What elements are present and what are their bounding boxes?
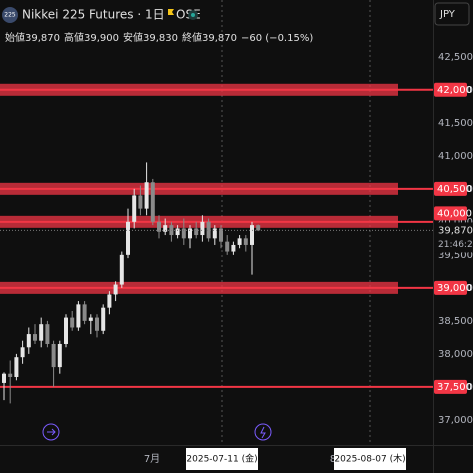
legend-value: 39,830 [143,33,178,44]
candle-body [200,221,205,236]
header: 225 Nikkei 225 Futures · 1日 · OSE [2,7,201,23]
candle-body [144,182,149,209]
candle-body [2,373,6,383]
date-marker-box [334,448,406,470]
event-icon[interactable] [42,423,60,441]
level-label: 42,000 [437,85,472,96]
candle-body [243,238,248,245]
candle-body [250,225,254,245]
last-price-label: 39,870 [438,225,473,236]
legend-label: 高値 [64,31,84,44]
legend-label: 始値 [5,31,25,44]
symbol-icon [2,7,18,23]
countdown: 21:46:26 [438,240,473,250]
level-label-box [434,206,467,221]
candle-body [26,334,31,348]
y-tick-label: 39,500 [438,250,473,261]
y-tick-label: 38,000 [438,349,473,360]
y-tick-label: 41,000 [438,151,473,162]
candle-body [8,373,13,377]
level-label-box [434,280,467,295]
candle-body [188,228,192,239]
candle-body [212,228,217,239]
candle-body [64,317,68,344]
level-label: 37,500 [437,382,472,393]
candle-body [76,304,81,328]
candle-body [88,317,93,321]
date-marker-box [186,448,258,470]
legend-value: 39,870 [202,33,237,44]
candle-body [150,182,155,222]
candle-body [113,284,118,295]
candle-body [119,254,124,285]
level-label-box [434,82,467,97]
candle-body [225,241,230,252]
candle-body [219,228,223,242]
event-icon-glyph [260,426,266,439]
candle-body [138,195,143,209]
legend-label: 安値 [123,31,143,44]
y-tick-label: 38,500 [438,316,473,327]
x-tick-label: 7月 [144,453,160,465]
candle-body [101,307,106,331]
y-tick-label: 37,000 [438,415,473,426]
candle-body [57,343,62,368]
candle-body [70,317,75,328]
level-label-box [434,379,467,394]
legend-label: 終値 [182,31,202,44]
event-icon-glyph [47,428,56,436]
candle-body [14,357,19,377]
flag-icon [168,9,174,15]
level-label: 40,500 [437,184,472,195]
legend-value: −60 (−0.15%) [241,33,313,44]
candle-body [20,347,25,358]
date-marker: 2025-07-11 (金) [186,453,257,465]
last-price-box [434,222,473,253]
status-dot [191,13,195,17]
y-tick-label: 41,500 [438,118,473,129]
candle-body [132,195,137,222]
legend-value: 39,870 [25,33,60,44]
candle-body [157,221,161,232]
candle-body [45,324,50,344]
candle-body [181,228,186,239]
date-marker: 2025-08-07 (木) [334,453,405,465]
candle-body [33,334,37,341]
candle-body [39,324,44,341]
candle-body [194,228,199,236]
event-icon[interactable] [254,423,272,441]
candle-body [237,238,242,245]
candle-body [82,304,87,321]
candle-body [126,221,130,255]
candle-body [231,244,236,252]
candle-body [206,221,211,239]
currency-button[interactable] [434,2,470,26]
candle-body [163,225,168,232]
legend-value: 39,900 [84,33,119,44]
x-tick-label: 8 [330,454,336,465]
currency: JPY [439,9,456,20]
candle-body [51,343,56,368]
candle-body [95,317,99,331]
symbol-badge: 225 [4,12,16,19]
candle-body [107,294,112,308]
level-label-box [434,181,467,196]
level-label: 39,000 [437,283,472,294]
level-label: 40,000 [437,208,472,219]
candle-body [175,228,180,236]
candle-body [256,225,261,231]
y-tick-label: 40,000 [438,217,473,228]
chart-title: Nikkei 225 Futures · 1日 · OSE [22,8,201,22]
y-tick-label: 42,500 [438,52,473,63]
